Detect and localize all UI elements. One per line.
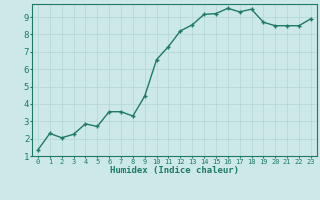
X-axis label: Humidex (Indice chaleur): Humidex (Indice chaleur) bbox=[110, 166, 239, 175]
